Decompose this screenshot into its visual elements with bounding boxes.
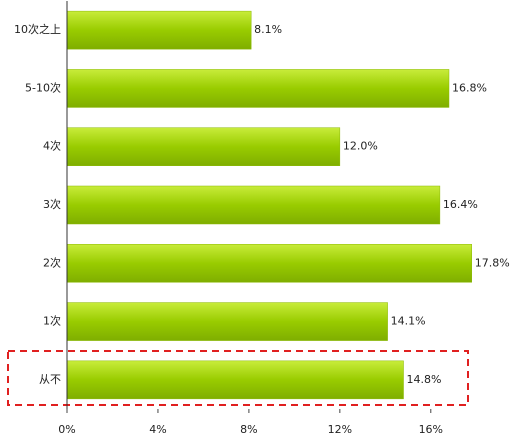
value-label: 14.1% (391, 315, 426, 328)
x-tick-label: 8% (240, 423, 257, 436)
x-tick-label: 16% (419, 423, 443, 436)
bar (66, 10, 252, 50)
value-label: 14.8% (407, 373, 442, 386)
bar (66, 302, 388, 341)
y-tick-label: 1次 (43, 314, 61, 328)
highlight-box (7, 350, 469, 406)
bar (66, 360, 404, 400)
value-label: 12.0% (343, 140, 378, 153)
y-tick-label: 5-10次 (25, 80, 61, 94)
bar (66, 244, 472, 283)
bar (66, 127, 341, 166)
value-label: 16.8% (452, 81, 487, 94)
y-tick-label: 从不 (39, 373, 61, 386)
y-tick-label: 4次 (43, 139, 61, 153)
bar (66, 69, 450, 108)
bar (66, 185, 441, 225)
y-tick-label: 3次 (43, 197, 61, 211)
y-tick-label: 2次 (43, 255, 61, 269)
x-tick-label: 12% (328, 423, 352, 436)
value-label: 16.4% (443, 198, 478, 211)
y-tick-label: 10次之上 (14, 22, 61, 36)
x-tick-label: 4% (149, 423, 166, 436)
value-label: 17.8% (475, 256, 510, 269)
x-tick-label: 0% (58, 423, 75, 436)
value-label: 8.1% (254, 23, 282, 36)
